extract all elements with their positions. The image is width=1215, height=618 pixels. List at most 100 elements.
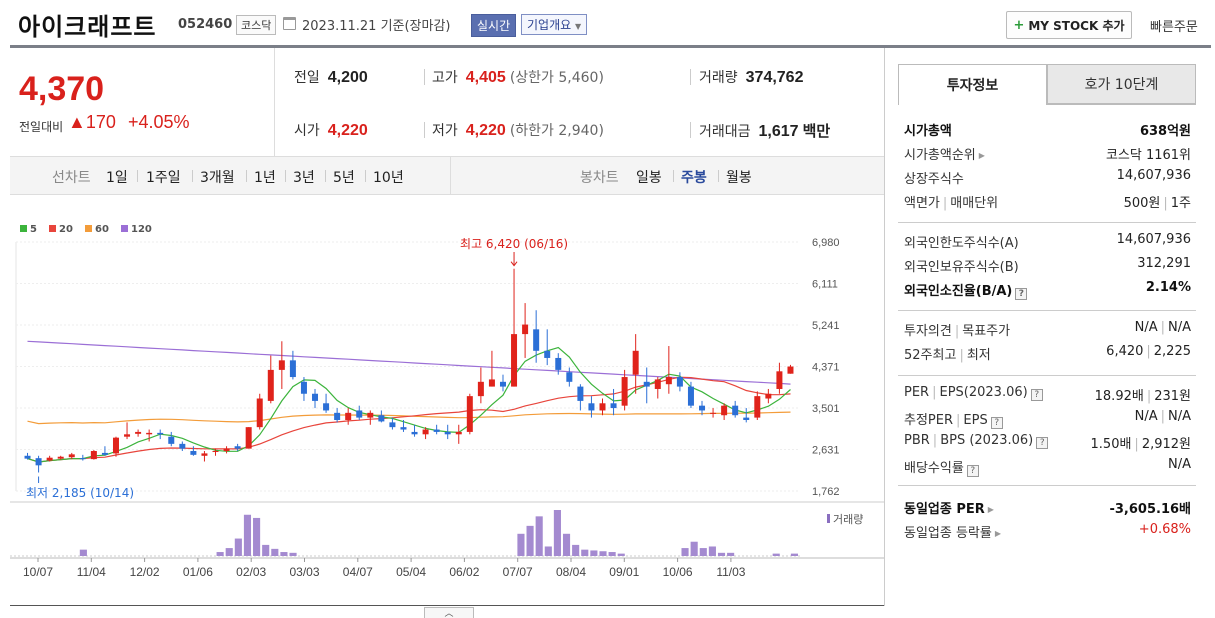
info-value: N/A | N/A xyxy=(1135,409,1191,424)
candle-body xyxy=(179,443,186,449)
info-key-text: 시가총액순위 xyxy=(904,148,976,163)
collapse-button[interactable]: ︿ xyxy=(424,607,474,618)
pipe-separator: | xyxy=(1160,320,1165,335)
info-value-text: 14,607,936 xyxy=(1116,168,1191,183)
info-value: 코스닥 1161위 xyxy=(1106,144,1191,163)
help-icon[interactable]: ? xyxy=(990,417,1003,429)
tab-investment-info[interactable]: 투자정보 xyxy=(898,64,1047,104)
realtime-button[interactable]: 실시간 xyxy=(471,14,517,37)
info-group-divider xyxy=(898,375,1196,376)
info-key-text: 외국인소진율(B/A) xyxy=(904,284,1013,299)
info-value: 500원 | 1주 xyxy=(1124,192,1191,211)
volume-bar xyxy=(225,548,233,556)
x-tick-label: 09/01 xyxy=(609,565,639,579)
candle-body xyxy=(566,372,573,382)
legend-label: 120 xyxy=(131,224,152,235)
tab-underline-gap xyxy=(899,104,1046,105)
info-key-text: 투자의견 xyxy=(904,324,952,339)
info-row: 동일업종 PER ▶ -3,605.16배 xyxy=(904,498,1191,518)
stock-name: 아이크래프트 xyxy=(18,13,157,41)
help-icon[interactable]: ? xyxy=(1030,389,1043,401)
candle-body xyxy=(488,379,495,387)
company-overview-dropdown[interactable]: 기업개요 ▼ xyxy=(521,14,588,35)
period-10y[interactable]: 10년 xyxy=(373,170,404,186)
info-value-text: +0.68% xyxy=(1138,522,1191,537)
chevron-down-icon: ▼ xyxy=(575,22,582,31)
volume-bar xyxy=(216,552,224,556)
info-row: 상장주식수 14,607,936 xyxy=(904,168,1191,188)
add-mystock-button[interactable]: + MY STOCK 추가 xyxy=(1006,11,1132,39)
candle-body xyxy=(79,458,86,460)
info-key: PER | EPS(2023.06)? xyxy=(904,385,1043,401)
info-row: 시가총액 638억원 xyxy=(904,120,1191,140)
info-key: 상장주식수 xyxy=(904,168,964,187)
stat-sep xyxy=(424,69,425,85)
candle-body xyxy=(312,393,319,401)
high-annotation: 최고 6,420 (06/16) xyxy=(460,237,568,251)
pipe-separator: | xyxy=(1134,437,1139,452)
volume-bar xyxy=(599,551,607,556)
candle-body xyxy=(234,446,241,449)
stat-amount-value: 1,617 xyxy=(758,123,799,140)
info-key-text: 매매단위 xyxy=(950,196,999,211)
company-overview-label: 기업개요 xyxy=(527,18,572,32)
candle-body xyxy=(610,403,617,409)
candle-daily[interactable]: 일봉 xyxy=(636,170,662,186)
stat-amount-unit: 백만 xyxy=(802,123,831,140)
volume-bar xyxy=(572,544,580,556)
info-value: N/A | N/A xyxy=(1135,320,1191,335)
pipe-separator: | xyxy=(956,413,961,428)
info-key-text: 동일업종 PER xyxy=(904,502,985,517)
diff-label: 전일대비 xyxy=(19,120,64,134)
help-icon[interactable]: ? xyxy=(1036,437,1049,449)
candle-body xyxy=(334,412,341,420)
candle-body xyxy=(256,398,263,428)
market-badge: 코스닥 xyxy=(236,15,277,35)
candle-body xyxy=(345,412,352,420)
candle-body xyxy=(90,451,97,460)
stat-high-label: 고가 xyxy=(432,70,458,86)
info-key-text: PER xyxy=(904,385,930,400)
info-key-text: 동일업종 등락률 xyxy=(904,526,992,541)
candle-monthly[interactable]: 월봉 xyxy=(726,170,752,186)
volume-bar xyxy=(535,516,543,556)
info-value: 638억원 xyxy=(1140,120,1191,139)
info-key[interactable]: 동일업종 등락률 ▶ xyxy=(904,522,1001,541)
period-1d[interactable]: 1일 xyxy=(106,170,128,186)
candle-weekly[interactable]: 주봉 xyxy=(681,170,707,186)
candle-body xyxy=(577,386,584,401)
tab-order-book[interactable]: 호가 10단계 xyxy=(1047,64,1196,104)
candle-body xyxy=(68,454,75,458)
help-icon[interactable]: ? xyxy=(966,465,979,477)
period-5y[interactable]: 5년 xyxy=(333,170,355,186)
candle-body xyxy=(632,350,639,375)
info-row: 외국인소진율(B/A)? 2.14% xyxy=(904,280,1191,300)
info-key: 액면가 | 매매단위 xyxy=(904,192,998,211)
period-1w[interactable]: 1주일 xyxy=(146,170,181,186)
candle-body xyxy=(135,431,142,434)
base-date: 2023.11.21 기준(장마감) xyxy=(302,19,451,34)
quick-order-button[interactable]: 빠른주문 xyxy=(1150,20,1198,35)
tab-underline xyxy=(898,104,1196,105)
period-1y[interactable]: 1년 xyxy=(254,170,276,186)
info-key[interactable]: 동일업종 PER ▶ xyxy=(904,498,994,517)
panel-divider xyxy=(884,48,885,606)
info-key: 52주최고 | 최저 xyxy=(904,344,991,363)
period-3y[interactable]: 3년 xyxy=(293,170,315,186)
period-3m[interactable]: 3개월 xyxy=(200,170,235,186)
pipe-separator: | xyxy=(1163,196,1168,211)
stat-low-value: 4,220 xyxy=(465,122,506,139)
info-key: 추정PER | EPS? xyxy=(904,409,1003,429)
candle-body xyxy=(356,410,363,418)
info-key[interactable]: 시가총액순위 ▶ xyxy=(904,144,985,163)
candle-body xyxy=(35,458,42,466)
candle-body xyxy=(124,434,131,437)
line-chart-label: 선차트 xyxy=(52,170,91,186)
help-icon[interactable]: ? xyxy=(1015,288,1028,300)
x-tick-label: 07/07 xyxy=(503,565,533,579)
info-value-text: -3,605.16배 xyxy=(1109,502,1191,517)
info-key: 외국인한도주식수(A) xyxy=(904,232,1019,251)
info-key-text: EPS xyxy=(963,413,988,428)
legend-label: 20 xyxy=(59,224,73,235)
period-bar-divider xyxy=(450,157,451,195)
